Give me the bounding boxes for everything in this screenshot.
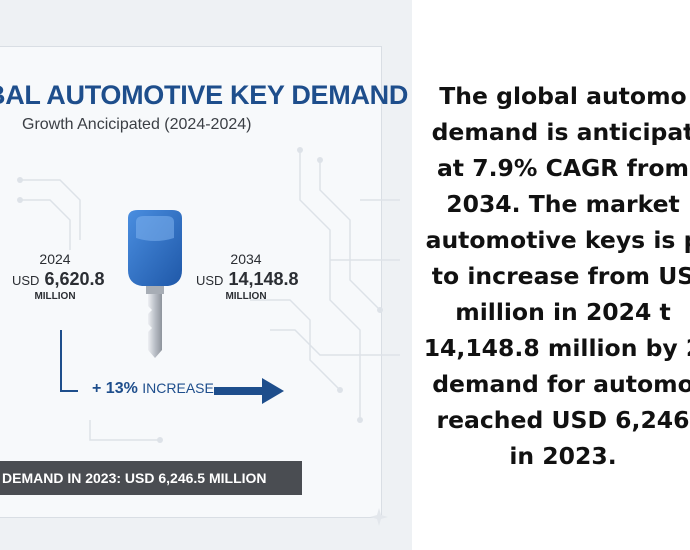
description-line: 2034. The market — [446, 190, 680, 218]
stat-2024-year: 2024 — [39, 251, 71, 267]
description-line: at 7.9% CAGR from — [436, 154, 690, 182]
sparkle-icon — [370, 508, 388, 526]
stat-2024-value: 6,620.8 — [44, 269, 105, 289]
description-text: The global automo demand is anticipat at… — [418, 78, 690, 474]
infographic-panel: BAL AUTOMOTIVE KEY DEMAND Growth Ancicip… — [0, 0, 412, 550]
description-line: to increase from US — [431, 262, 690, 290]
infographic-title: BAL AUTOMOTIVE KEY DEMAND — [0, 80, 409, 110]
description-line: 14,148.8 million by 2 — [423, 334, 690, 362]
growth-bracket — [60, 330, 78, 392]
circuit-pattern — [17, 147, 400, 443]
right-arrow-icon — [214, 378, 284, 404]
stat-2034: 2034 USD 14,148.8 MILLION — [196, 251, 299, 302]
stat-2034-currency: USD — [196, 273, 224, 288]
description-line: demand for automo — [432, 370, 690, 398]
description-line: million in 2024 t — [455, 298, 671, 326]
description-line: in 2023. — [509, 442, 617, 470]
infographic-card — [0, 46, 382, 518]
description-line: automotive keys is p — [425, 226, 690, 254]
increase-percent: + 13% — [92, 380, 138, 397]
description-line: demand is anticipat — [431, 118, 690, 146]
stat-2034-unit: MILLION — [225, 291, 267, 302]
description-line: reached USD 6,246 — [436, 406, 690, 434]
stat-2034-value-line: USD 14,148.8 — [196, 269, 299, 290]
stat-2034-year: 2034 — [230, 251, 262, 267]
stat-2024: 2024 USD 6,620.8 MILLION — [12, 251, 105, 302]
increase-label: + 13% INCREASE — [92, 380, 214, 398]
stat-2034-value: 14,148.8 — [228, 269, 299, 289]
stat-2024-value-line: USD 6,620.8 — [12, 269, 105, 290]
stat-2024-unit: MILLION — [34, 291, 76, 302]
description-line: The global automo — [439, 82, 687, 110]
stat-2024-currency: USD — [12, 273, 40, 288]
demand-2023-banner: DEMAND IN 2023: USD 6,246.5 MILLION — [0, 461, 302, 495]
increase-word: INCREASE — [142, 380, 214, 396]
infographic-subtitle: Growth Ancicipated (2024-2024) — [22, 116, 252, 133]
car-key-icon — [128, 210, 182, 358]
